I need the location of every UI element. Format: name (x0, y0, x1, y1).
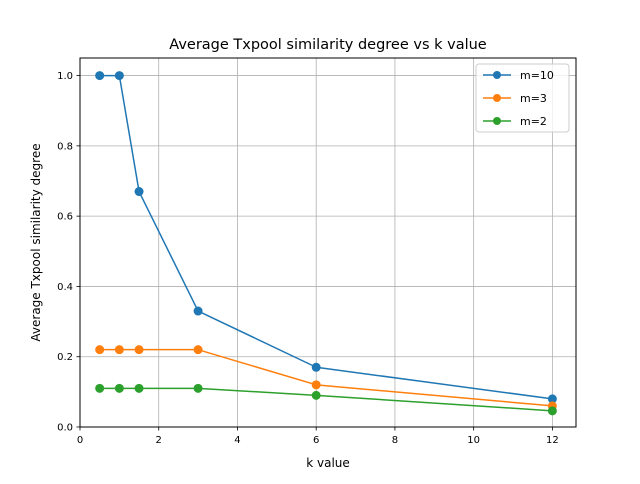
y-tick-label: 0.8 (57, 141, 73, 152)
legend-marker (493, 94, 501, 102)
axis-ticks: 0 2 4 6 8 10 12 0.0 0.2 0.4 0.6 0.8 1.0 (57, 71, 559, 446)
series-m=10 (95, 71, 557, 404)
data-point (311, 380, 321, 390)
x-tick-label: 10 (467, 435, 480, 446)
data-point (547, 406, 557, 416)
series-m=3 (95, 345, 557, 411)
legend-frame (475, 63, 570, 133)
y-tick-label: 1.0 (57, 71, 73, 82)
x-tick-label: 4 (234, 435, 240, 446)
data-point (114, 71, 124, 81)
data-point (95, 71, 105, 81)
data-point (193, 383, 203, 393)
x-tick-label: 12 (546, 435, 559, 446)
legend-marker (493, 71, 501, 79)
legend-label: m=10 (520, 69, 554, 82)
data-point (193, 306, 203, 316)
y-tick-label: 0.0 (57, 423, 73, 434)
x-tick-label: 6 (313, 435, 319, 446)
data-point (311, 362, 321, 372)
data-point (95, 383, 105, 393)
legend-item: m=3 (483, 92, 547, 105)
data-point (114, 345, 124, 355)
legend-marker (493, 117, 501, 125)
data-point (193, 345, 203, 355)
series-m=2 (95, 383, 557, 416)
chart-title: Average Txpool similarity degree vs k va… (169, 37, 487, 53)
data-point (95, 345, 105, 355)
x-tick-label: 8 (392, 435, 398, 446)
legend-label: m=2 (520, 115, 547, 128)
series-group (95, 71, 557, 416)
legend-item: m=2 (483, 115, 547, 128)
y-tick-label: 0.2 (57, 352, 73, 363)
data-point (114, 383, 124, 393)
data-point (134, 383, 144, 393)
y-tick-label: 0.4 (57, 282, 73, 293)
x-tick-label: 0 (77, 435, 83, 446)
plot-area-frame (79, 57, 577, 428)
x-tick-label: 2 (156, 435, 162, 446)
legend-label: m=3 (520, 92, 547, 105)
y-axis-label: Average Txpool similarity degree (29, 143, 43, 341)
legend: m=10 m=3 m=2 (475, 63, 570, 133)
x-axis-label: k value (306, 456, 350, 470)
y-tick-label: 0.6 (57, 212, 73, 223)
data-point (311, 390, 321, 400)
data-point (134, 187, 144, 197)
data-point (134, 345, 144, 355)
legend-item: m=10 (483, 69, 554, 82)
